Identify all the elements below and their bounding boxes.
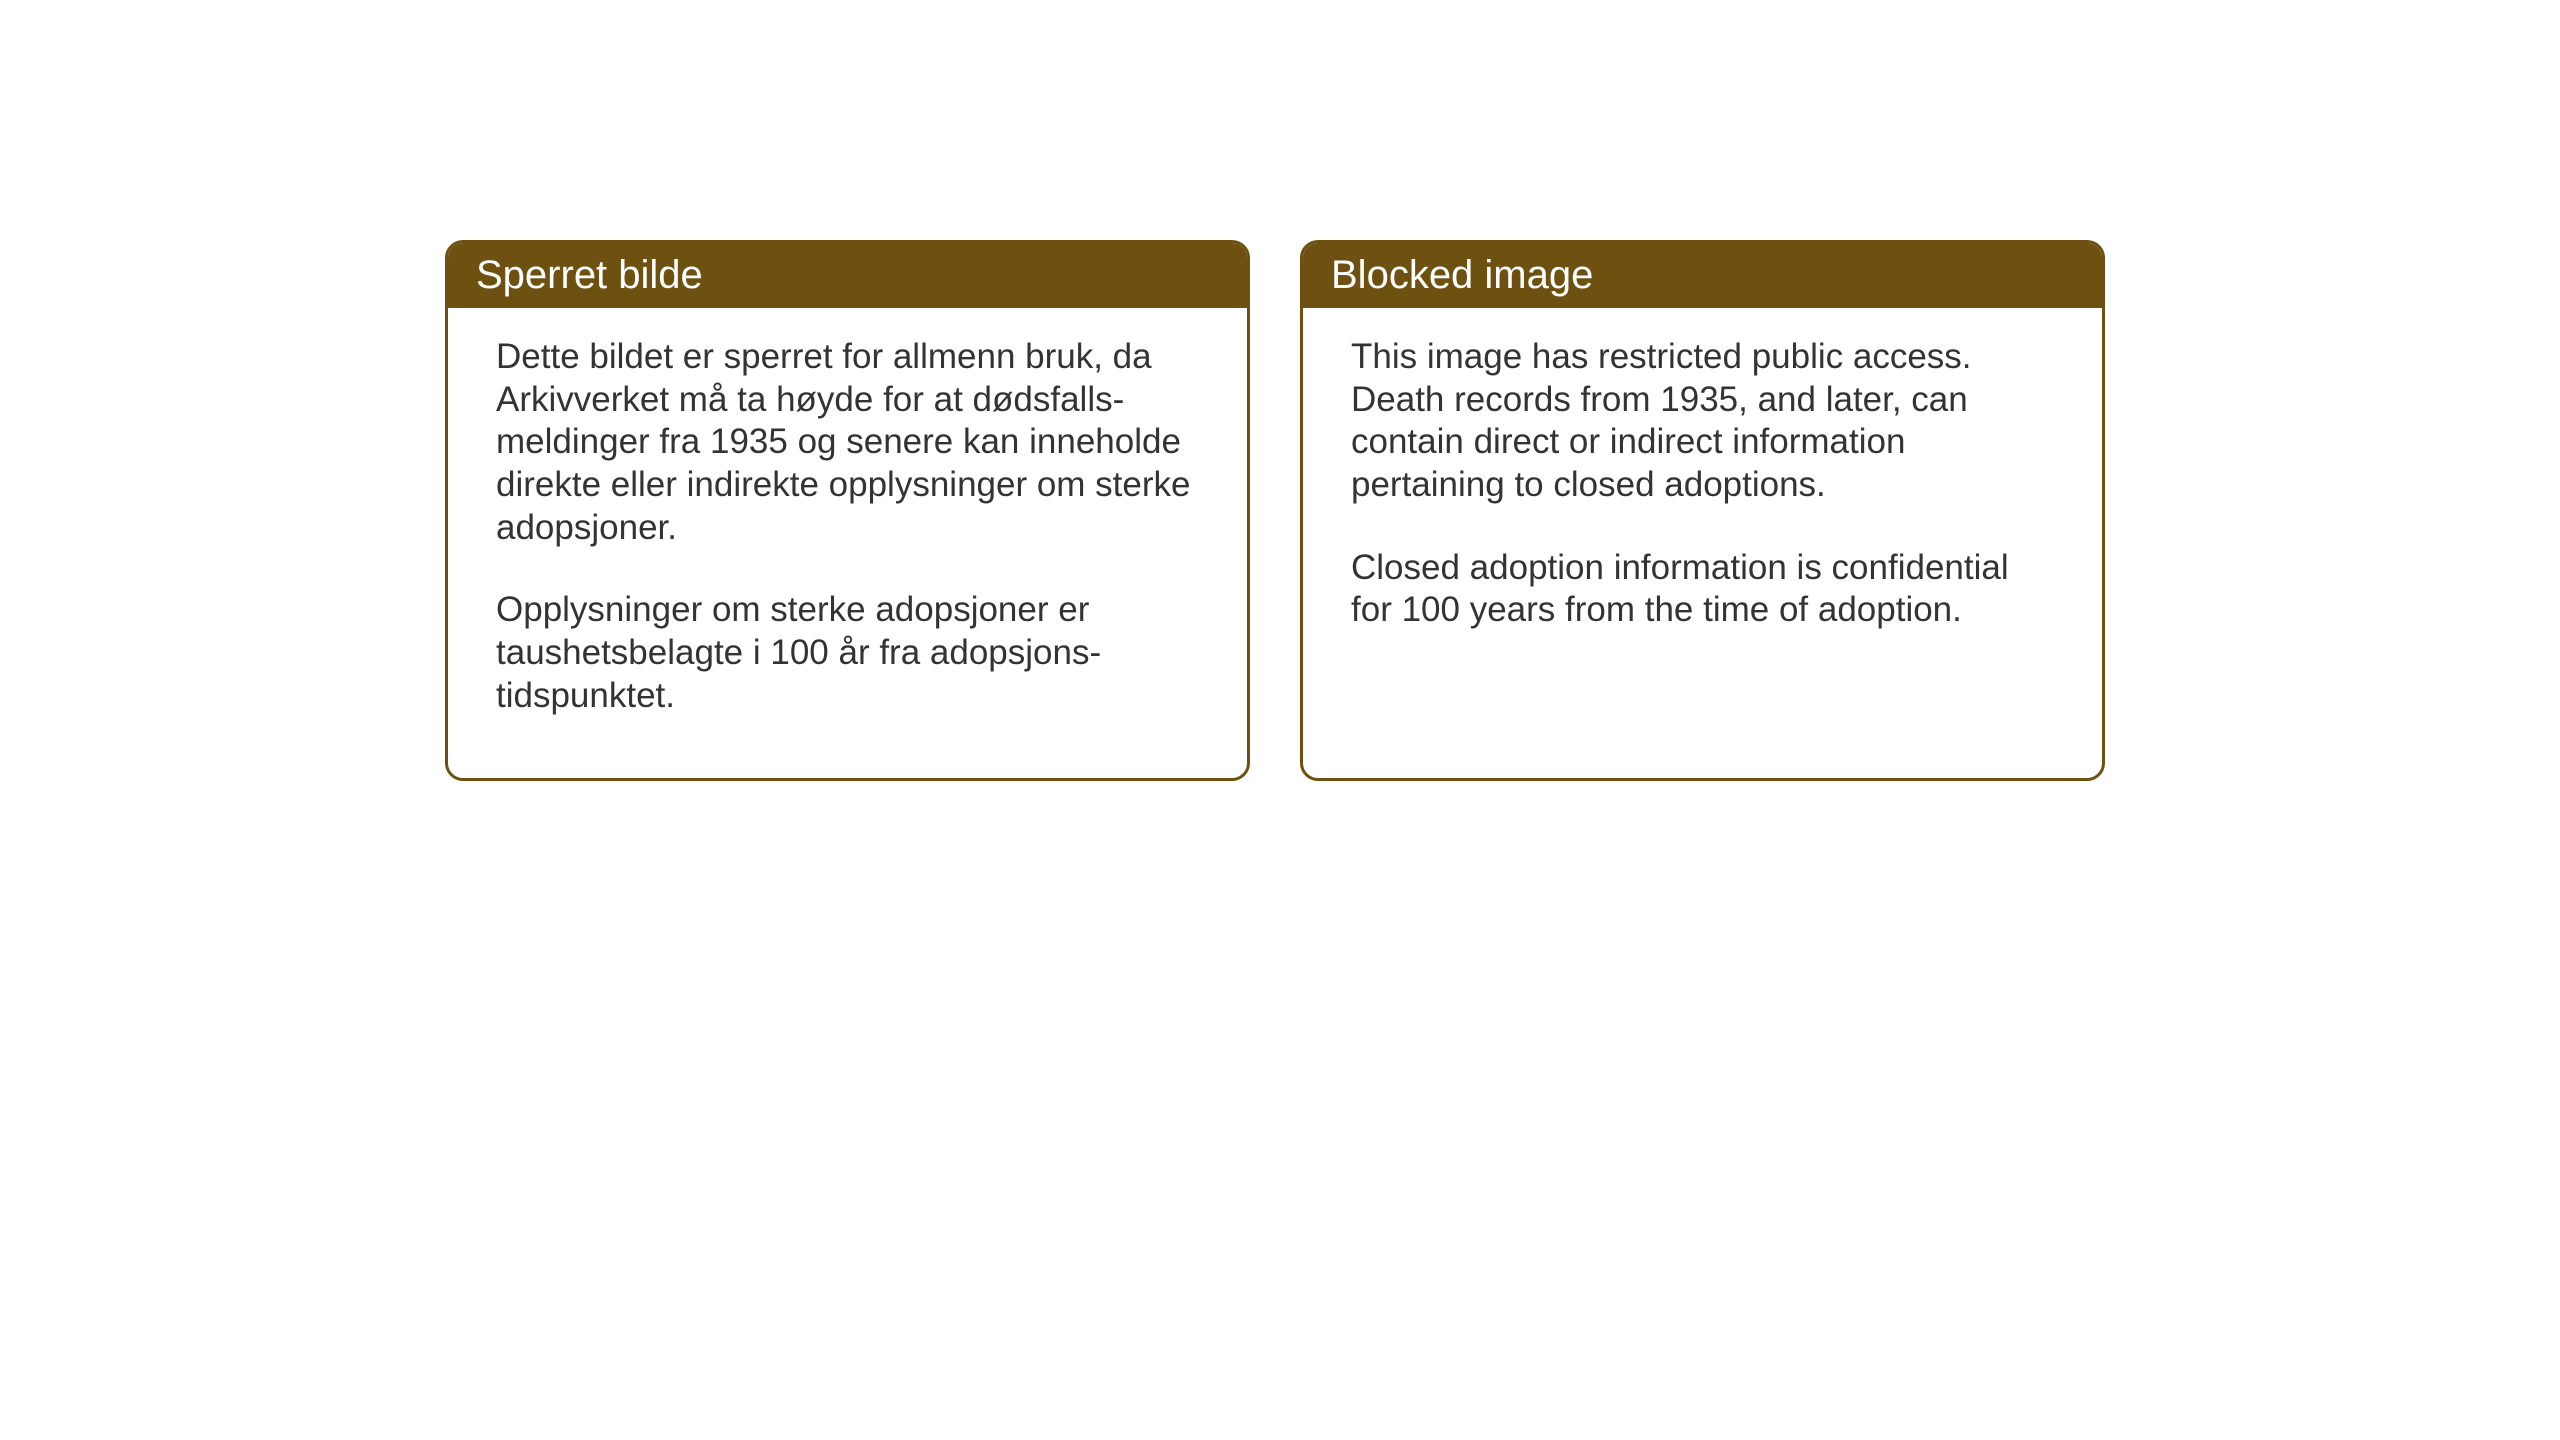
norwegian-card: Sperret bilde Dette bildet er sperret fo…: [445, 240, 1250, 781]
english-card: Blocked image This image has restricted …: [1300, 240, 2105, 781]
norwegian-paragraph-2: Opplysninger om sterke adopsjoner er tau…: [496, 589, 1199, 717]
norwegian-card-body: Dette bildet er sperret for allmenn bruk…: [448, 308, 1247, 778]
norwegian-card-title: Sperret bilde: [448, 243, 1247, 308]
cards-container: Sperret bilde Dette bildet er sperret fo…: [445, 240, 2105, 781]
english-card-title: Blocked image: [1303, 243, 2102, 308]
english-paragraph-1: This image has restricted public access.…: [1351, 336, 2054, 507]
english-card-body: This image has restricted public access.…: [1303, 308, 2102, 692]
english-paragraph-2: Closed adoption information is confident…: [1351, 547, 2054, 632]
norwegian-paragraph-1: Dette bildet er sperret for allmenn bruk…: [496, 336, 1199, 549]
